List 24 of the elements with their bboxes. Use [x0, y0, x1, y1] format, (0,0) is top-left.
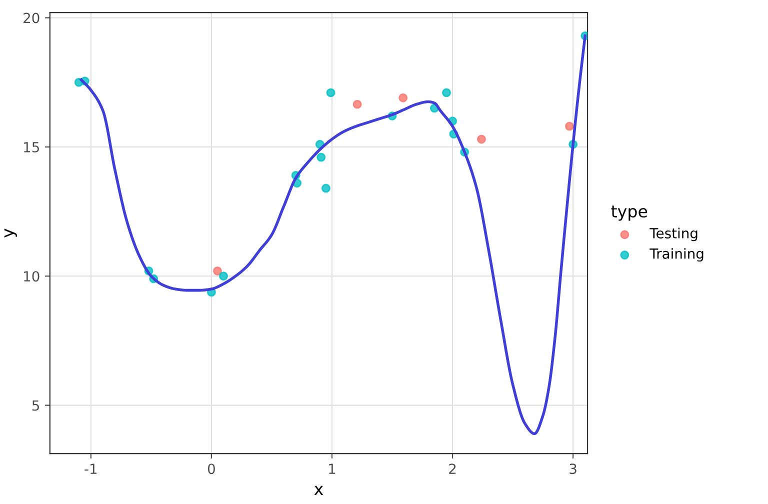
x-tick-label: 2 — [449, 464, 456, 474]
point — [398, 93, 408, 102]
point — [476, 134, 486, 144]
point — [316, 152, 326, 162]
point — [212, 266, 222, 276]
x-tick-label: -1 — [84, 464, 97, 474]
y-axis-title: y — [4, 228, 17, 238]
y-tick-label: 5 — [32, 400, 39, 411]
legend-title: type — [611, 206, 648, 221]
x-tick-label: 1 — [329, 464, 336, 474]
point — [218, 272, 228, 281]
x-tick-label: 0 — [208, 464, 215, 474]
point — [321, 184, 330, 193]
point — [352, 100, 362, 109]
legend-label: Testing — [650, 228, 698, 242]
point — [326, 88, 336, 98]
y-tick-label: 15 — [24, 142, 39, 152]
point — [564, 122, 574, 131]
point — [442, 88, 451, 98]
x-axis-title: x — [314, 486, 324, 495]
y-tick-label: 10 — [24, 271, 40, 282]
legend-label: Training — [650, 248, 704, 262]
x-tick-label: 3 — [570, 464, 576, 474]
y-tick-label: 20 — [24, 12, 40, 24]
